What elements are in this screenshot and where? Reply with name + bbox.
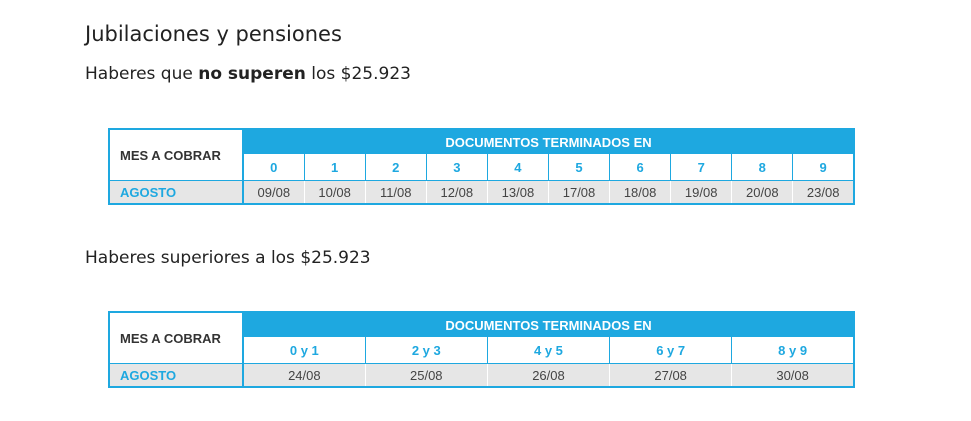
row-header: MES A COBRAR <box>109 312 244 364</box>
column-header: 8 y 9 <box>731 337 855 364</box>
date-cell: 30/08 <box>731 363 854 387</box>
section-heading: Haberes que no superen los $25.923 <box>85 64 411 84</box>
row-label: AGOSTO <box>109 180 244 204</box>
date-cell: 11/08 <box>364 180 427 204</box>
column-header: 3 <box>425 154 488 181</box>
column-header: 8 <box>731 154 794 181</box>
date-cell: 27/08 <box>609 363 732 387</box>
column-header: 2 <box>364 154 427 181</box>
date-cell: 25/08 <box>364 363 488 387</box>
column-header: 1 <box>303 154 366 181</box>
schedule-table: MES A COBRAR DOCUMENTOS TERMINADOS EN 0 y … <box>108 311 855 388</box>
date-cell: 18/08 <box>609 180 671 204</box>
header-row: MES A COBRAR DOCUMENTOS TERMINADOS EN <box>109 129 854 181</box>
column-header: 9 <box>792 154 855 181</box>
date-cell: 26/08 <box>486 363 610 387</box>
date-cell: 17/08 <box>547 180 610 204</box>
row-header: MES A COBRAR <box>109 129 244 181</box>
row-label: AGOSTO <box>109 363 244 387</box>
date-cell: 13/08 <box>486 180 549 204</box>
date-cell: 10/08 <box>303 180 366 204</box>
page-title: Jubilaciones y pensiones <box>85 22 342 46</box>
date-cell: 19/08 <box>670 180 732 204</box>
column-header: 2 y 3 <box>364 337 488 364</box>
column-header: 7 <box>670 154 733 181</box>
heading-part: Haberes que <box>85 64 199 84</box>
section-heading: Haberes superiores a los $25.923 <box>85 248 371 268</box>
column-header: 0 y 1 <box>242 337 366 364</box>
column-header: 6 y 7 <box>609 337 733 364</box>
date-cell: 20/08 <box>731 180 793 204</box>
header-row: MES A COBRAR DOCUMENTOS TERMINADOS EN <box>109 312 854 364</box>
date-cell: 12/08 <box>425 180 488 204</box>
date-cell: 09/08 <box>242 180 305 204</box>
column-header: 4 y 5 <box>486 337 611 364</box>
column-header: 0 <box>242 154 305 181</box>
data-row: AGOSTO 09/08 10/08 11/08 12/08 13/08 17/08 18/0… <box>109 180 854 204</box>
group-header: DOCUMENTOS TERMINADOS EN <box>243 312 854 338</box>
data-row: AGOSTO 24/08 25/08 26/08 27/08 30/08 <box>109 363 854 387</box>
schedule-table: MES A COBRAR DOCUMENTOS TERMINADOS EN 0 1 2 3… <box>108 128 855 205</box>
date-cell: 24/08 <box>242 363 366 387</box>
heading-part: los $25.923 <box>305 64 411 84</box>
date-cell: 23/08 <box>792 180 854 204</box>
column-header: 4 <box>486 154 549 181</box>
heading-part: no superen <box>198 64 306 84</box>
group-header: DOCUMENTOS TERMINADOS EN <box>243 129 854 155</box>
heading-part: Haberes superiores a los $25.923 <box>85 248 371 268</box>
column-header: 6 <box>609 154 672 181</box>
column-header: 5 <box>547 154 611 181</box>
